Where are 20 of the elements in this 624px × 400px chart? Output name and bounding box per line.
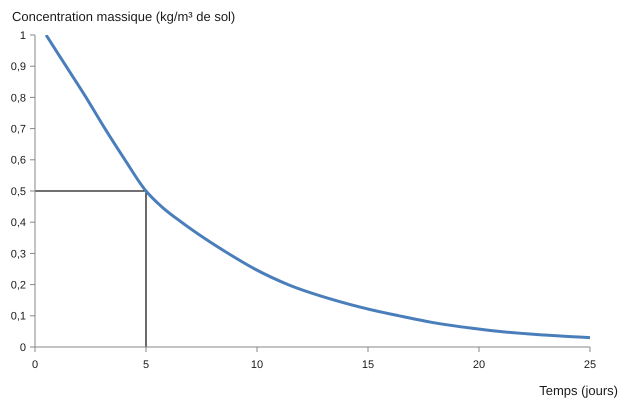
y-tick-label: 0,1 [10,310,26,323]
y-tick-label: 0 [20,342,26,354]
y-tick-label: 0,5 [10,186,26,198]
y-axis-title: Concentration massique (kg/m³ de sol) [12,9,236,24]
line-series [44,35,590,340]
x-tick-label: 25 [584,358,596,371]
y-tick-label: 0,8 [10,92,26,104]
y-tick-label: 1 [20,30,26,42]
x-axis-title: Temps (jours) [539,383,618,398]
x-tick-label: 10 [250,358,264,371]
x-tick-label: 15 [362,358,374,371]
x-tick-label: 20 [472,358,486,371]
x-tick-label: 5 [142,358,150,371]
y-tick-label: 0,9 [10,61,26,74]
y-tick-label: 0,6 [10,154,26,167]
y-tick-label: 0,4 [10,217,26,230]
y-tick-label: 0,3 [10,248,26,260]
x-tick-label: 0 [32,358,38,371]
y-tick-label: 0,7 [10,124,26,136]
y-tick-label: 0,2 [10,280,26,292]
